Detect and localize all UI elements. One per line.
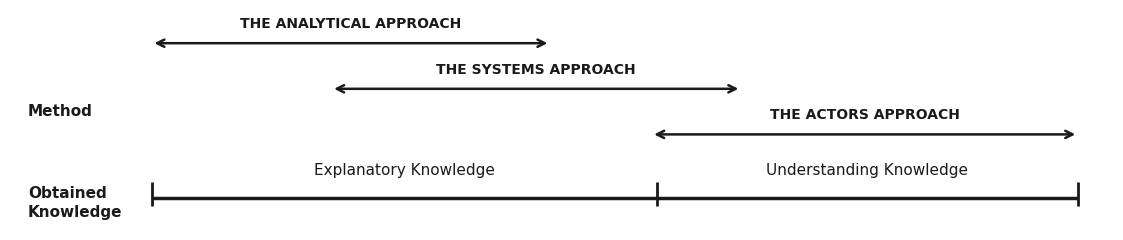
Text: Obtained
Knowledge: Obtained Knowledge bbox=[28, 186, 122, 220]
Text: THE ACTORS APPROACH: THE ACTORS APPROACH bbox=[769, 108, 960, 122]
Text: Explanatory Knowledge: Explanatory Knowledge bbox=[313, 163, 495, 178]
Text: THE SYSTEMS APPROACH: THE SYSTEMS APPROACH bbox=[437, 63, 636, 77]
Text: Method: Method bbox=[28, 104, 93, 119]
Text: Understanding Knowledge: Understanding Knowledge bbox=[766, 163, 968, 178]
Text: THE ANALYTICAL APPROACH: THE ANALYTICAL APPROACH bbox=[240, 17, 462, 31]
